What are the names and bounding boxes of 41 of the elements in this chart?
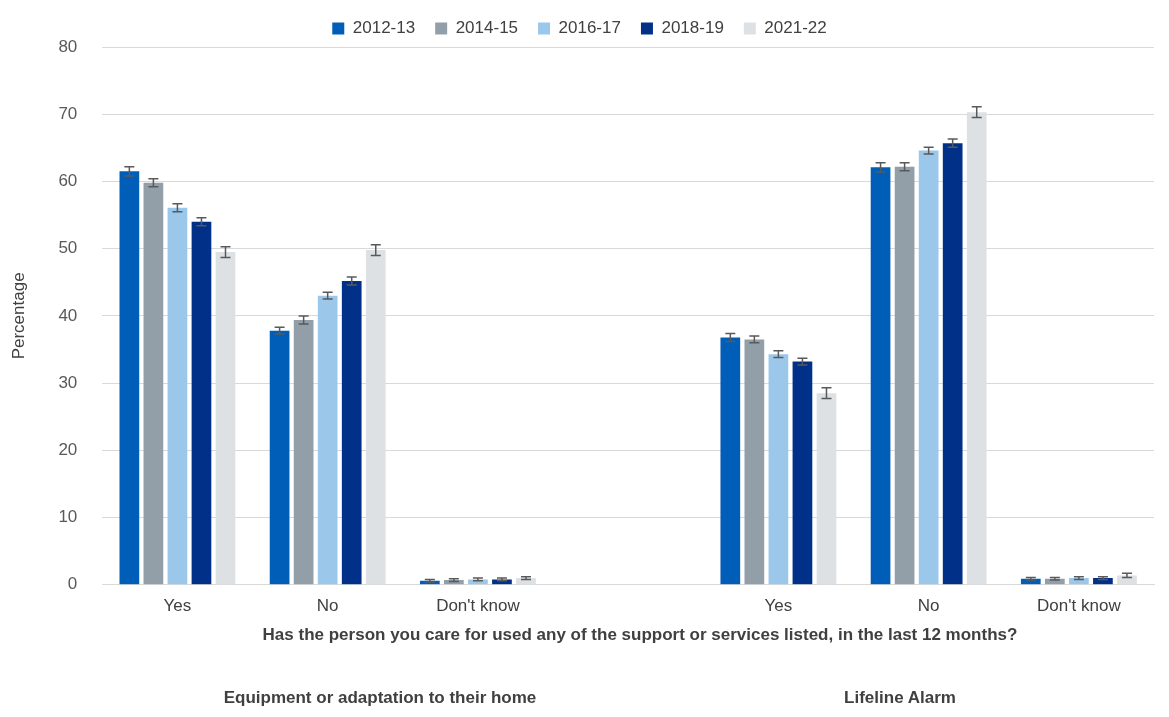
x-tick-label: Don't know: [1037, 595, 1122, 615]
bar: [269, 330, 290, 585]
x-tick-label: Yes: [163, 595, 192, 615]
bar: [119, 171, 140, 585]
bar: [293, 319, 314, 585]
bar: [1117, 575, 1137, 585]
bar: [167, 207, 188, 585]
x-axis-title: Has the person you care for used any of the support or services listed, in the last 12 months?: [261, 624, 1019, 646]
y-tick-label: 60: [58, 171, 78, 191]
x-tick-label: Yes: [764, 595, 793, 615]
x-tick-label: Don't know: [436, 595, 521, 615]
y-tick-label: 20: [58, 440, 78, 460]
bar: [143, 182, 164, 585]
legend-label: 2016-17: [558, 18, 621, 38]
bar: [720, 337, 741, 585]
legend-label: 2021-22: [764, 18, 827, 38]
bar: [918, 150, 939, 585]
y-tick-label: 10: [58, 507, 78, 527]
text: Lifeline Alarm: [843, 688, 957, 708]
y-tick-label: 70: [58, 103, 78, 123]
x-tick-label: No: [917, 595, 940, 615]
bar: [894, 166, 915, 585]
bar: [744, 339, 765, 585]
bar: [768, 354, 789, 585]
bar: [942, 143, 963, 585]
y-axis-title: Percentage: [8, 272, 28, 360]
y-tick-label: 30: [58, 372, 78, 392]
bar: [341, 280, 362, 585]
legend-label: 2018-19: [661, 18, 724, 38]
bar: [870, 167, 891, 585]
bar: [317, 295, 338, 585]
x-tick-label: No: [316, 595, 339, 615]
y-tick-label: 0: [67, 574, 78, 594]
legend-label: 2014-15: [455, 18, 519, 38]
y-tick-label: 50: [58, 238, 78, 258]
text: Equipment or adaptation to their home: [222, 688, 538, 708]
legend-label: 2012-13: [352, 18, 416, 38]
y-tick-label: 80: [58, 36, 78, 56]
bar: [792, 361, 813, 585]
y-tick-label: 40: [58, 305, 78, 325]
bar: [191, 221, 212, 585]
